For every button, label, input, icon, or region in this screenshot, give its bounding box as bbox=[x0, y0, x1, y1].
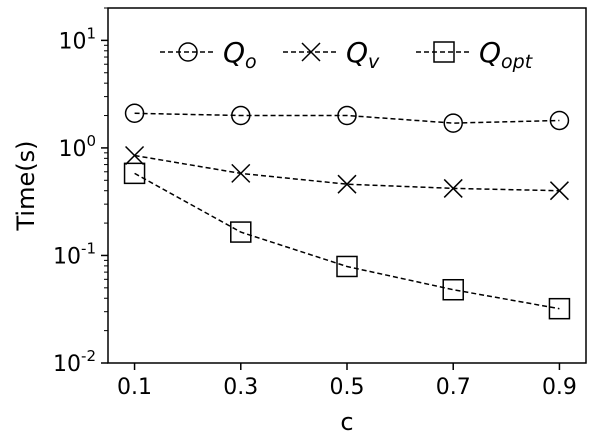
legend-label: Qopt bbox=[479, 36, 534, 73]
y-tick-exponent: -2 bbox=[81, 347, 96, 365]
y-tick-base: 10 bbox=[58, 137, 86, 162]
x-tick-label: 0.3 bbox=[223, 375, 258, 400]
series-qopt bbox=[123, 162, 571, 320]
data-point-x bbox=[231, 163, 251, 183]
y-tick-exponent: 1 bbox=[86, 24, 96, 42]
legend-label-sub: opt bbox=[501, 51, 534, 73]
y-tick-exponent: 0 bbox=[86, 132, 96, 150]
data-point-square bbox=[336, 255, 358, 278]
legend-label-sub: v bbox=[368, 51, 380, 73]
data-point-x bbox=[337, 174, 357, 194]
y-tick-base: 10 bbox=[53, 352, 81, 377]
y-axis-label: Time(s) bbox=[12, 141, 40, 232]
data-point-square bbox=[433, 41, 455, 63]
data-point-square bbox=[123, 162, 146, 185]
series-qo bbox=[124, 103, 570, 133]
data-point-circle bbox=[337, 105, 357, 126]
legend: Qo Qv Qopt bbox=[160, 36, 534, 73]
x-tick-label: 0.1 bbox=[117, 375, 152, 400]
data-point-x bbox=[125, 145, 145, 166]
legend-label-main: Q bbox=[479, 36, 501, 69]
y-tick-label: 10-2 bbox=[53, 347, 96, 377]
legend-item-qopt: Qopt bbox=[416, 36, 534, 73]
data-point-circle bbox=[231, 105, 251, 126]
y-tick-label: 101 bbox=[58, 24, 96, 54]
y-tick-base: 10 bbox=[53, 244, 81, 269]
y-tick-label: 100 bbox=[58, 132, 96, 162]
legend-item-qo: Qo bbox=[160, 36, 257, 73]
legend-label: Qo bbox=[223, 36, 257, 73]
data-point-x bbox=[301, 42, 321, 62]
y-tick-label: 10-1 bbox=[53, 239, 96, 269]
x-tick-label: 0.5 bbox=[330, 375, 365, 400]
data-point-square bbox=[442, 278, 464, 301]
data-point-circle bbox=[124, 103, 145, 124]
x-axis-label: c bbox=[340, 408, 353, 436]
series-qv bbox=[125, 145, 569, 201]
series-line bbox=[134, 172, 560, 310]
data-point-circle bbox=[178, 42, 198, 62]
x-tick-label: 0.7 bbox=[436, 375, 471, 400]
data-point-square bbox=[548, 297, 571, 320]
legend-label-sub: o bbox=[245, 51, 257, 73]
y-tick-exponent: -1 bbox=[81, 239, 96, 257]
legend-label-main: Q bbox=[346, 36, 368, 69]
series-line bbox=[134, 112, 560, 124]
data-point-circle bbox=[549, 110, 570, 131]
legend-label: Qv bbox=[346, 36, 380, 73]
series-layer bbox=[123, 103, 571, 320]
y-tick-base: 10 bbox=[58, 29, 86, 54]
series-line bbox=[134, 154, 560, 192]
x-tick-label: 0.9 bbox=[542, 375, 577, 400]
data-point-square bbox=[230, 221, 252, 243]
data-point-x bbox=[443, 178, 463, 198]
x-axis-ticks: 0.1 0.3 0.5 0.7 0.9 bbox=[117, 363, 577, 400]
data-point-circle bbox=[443, 113, 463, 133]
legend-item-qv: Qv bbox=[283, 36, 380, 73]
legend-label-main: Q bbox=[223, 36, 245, 69]
data-point-x bbox=[549, 181, 569, 201]
